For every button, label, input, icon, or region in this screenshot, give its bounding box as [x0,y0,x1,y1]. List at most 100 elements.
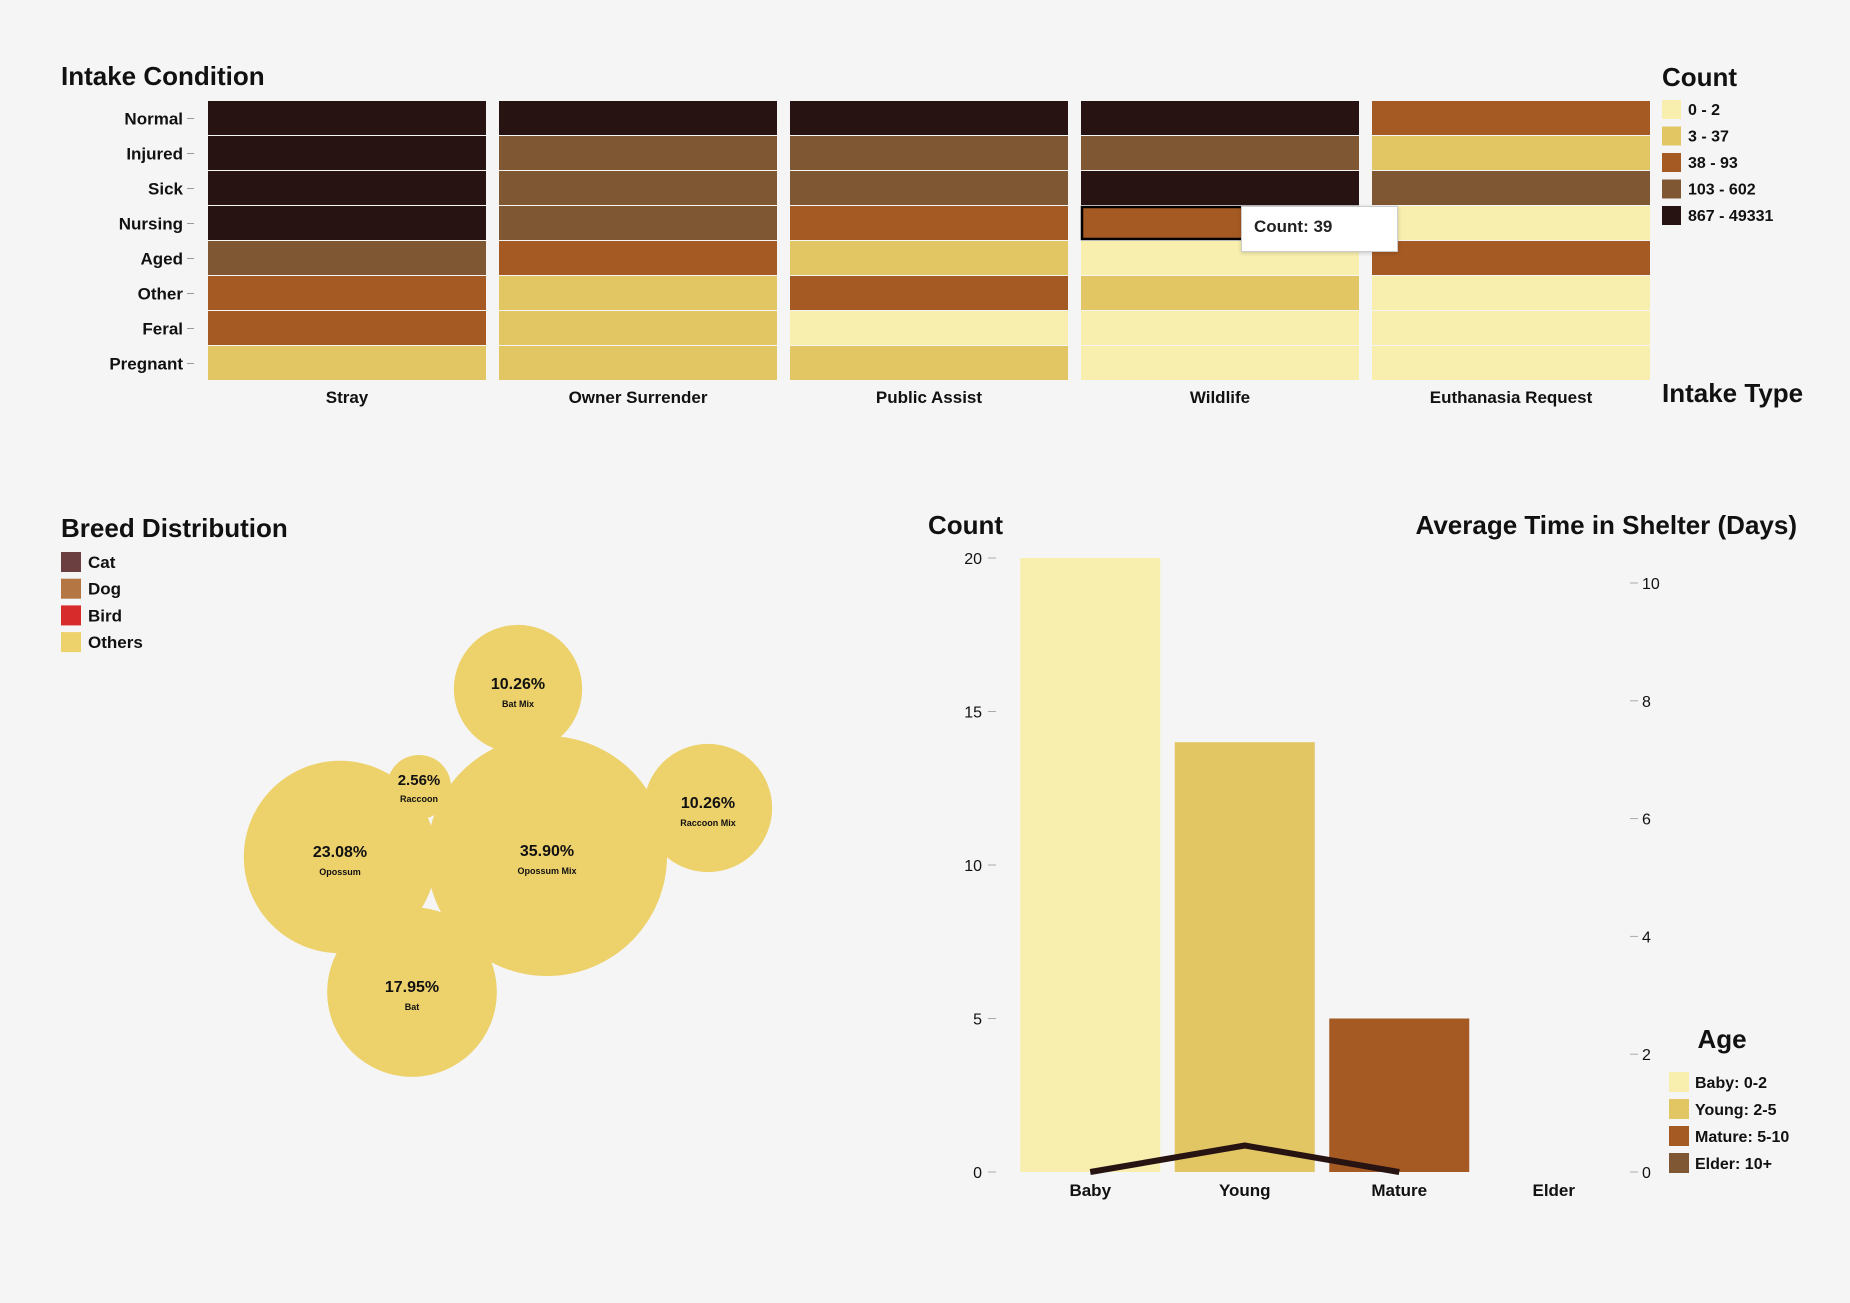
right-axis-tick-label: 4 [1642,929,1651,946]
heatmap-tooltip: Count: 39 [1241,206,1398,252]
left-axis-tick-label: 20 [964,551,982,568]
heatmap-cell[interactable] [499,346,777,380]
count-legend-swatch [1662,100,1681,119]
bubble-name-label: Bat Mix [502,699,534,709]
heatmap-cell[interactable] [499,136,777,170]
heatmap-cell[interactable] [1081,311,1359,345]
heatmap-legend: 0 - 2 3 - 37 38 - 93 103 - 602 867 - 49331 [1662,100,1774,225]
heatmap-cell[interactable] [499,171,777,205]
age-legend-swatch [1669,1153,1689,1173]
heatmap-cell[interactable] [208,276,486,310]
heatmap-cell[interactable] [790,241,1068,275]
right-axis-tick-label: 8 [1642,694,1651,711]
heatmap-cell[interactable] [499,101,777,135]
count-legend-label: 0 - 2 [1688,102,1720,119]
heatmap-cell[interactable] [790,311,1068,345]
heatmap-cell[interactable] [1081,136,1359,170]
heatmap-cell[interactable] [790,101,1068,135]
left-axis-tick-label: 5 [973,1012,982,1029]
bar-category-label: Mature [1371,1181,1427,1200]
bar-right-axis-title: Average Time in Shelter (Days) [1416,510,1797,540]
count-bar[interactable] [1329,1018,1470,1173]
breed-legend-label: Cat [88,553,116,572]
breed-legend-label: Dog [88,580,121,599]
heatmap-col-label: Public Assist [876,388,982,407]
count-legend-swatch [1662,126,1681,146]
count-legend-label: 103 - 602 [1688,182,1756,199]
count-legend-swatch [1662,179,1681,199]
bar-left-axis-title: Count [928,510,1003,540]
count-legend-label: 867 - 49331 [1688,208,1774,225]
bubble-percent-label: 35.90% [520,843,574,860]
age-legend-label: Baby: 0-2 [1695,1075,1767,1092]
right-axis-tick-label: 10 [1642,576,1660,593]
age-legend-title: Age [1697,1024,1746,1054]
bubble-percent-label: 2.56% [398,772,441,789]
heatmap-cell[interactable] [499,206,777,240]
right-axis-tick-label: 0 [1642,1165,1651,1182]
breed-bubble[interactable] [427,736,667,976]
heatmap-col-label: Wildlife [1190,388,1250,407]
age-legend-label: Elder: 10+ [1695,1156,1772,1173]
bar-category-label: Young [1219,1181,1271,1200]
heatmap-cell[interactable] [1081,276,1359,310]
heatmap-cell[interactable] [1081,346,1359,380]
count-legend-label: 3 - 37 [1688,129,1729,146]
heatmap-cell[interactable] [790,136,1068,170]
age-legend-label: Mature: 5-10 [1695,1129,1789,1146]
heatmap-cell[interactable] [208,101,486,135]
count-bar[interactable] [1020,558,1161,1172]
avg-time-line[interactable] [1089,1142,1400,1175]
bar-axes: 0 5 10 15 20 0 2 4 6 8 10 Baby Young Mature Elder [964,551,1660,1200]
age-legend-swatch [1669,1072,1689,1092]
breed-legend-swatch [61,578,81,599]
breed-bubble[interactable] [643,743,773,873]
heatmap-cell[interactable] [499,241,777,275]
age-legend-swatch [1669,1126,1689,1146]
heatmap-cell[interactable] [208,206,486,240]
heatmap-cell[interactable] [1081,171,1359,205]
count-bar[interactable] [1174,742,1315,1172]
heatmap-cell[interactable] [499,276,777,310]
left-axis-tick-label: 10 [964,858,982,875]
bubble-percent-label: 17.95% [385,979,439,996]
heatmap-cell[interactable] [1372,136,1650,170]
heatmap-cell[interactable] [499,311,777,345]
heatmap-cell[interactable] [208,171,486,205]
bubble-name-label: Opossum [319,867,361,877]
heatmap-title: Intake Condition [61,61,265,91]
heatmap-row-label: Sick [148,180,184,199]
bubble-percent-label: 10.26% [681,795,735,812]
heatmap-cell[interactable] [1372,241,1650,275]
breed-bubble[interactable] [243,760,437,954]
bar-category-label: Baby [1069,1181,1111,1200]
heatmap-col-label: Euthanasia Request [1430,388,1593,407]
breed-bubble[interactable] [386,754,452,820]
avg-time-line-layer [1089,1142,1400,1175]
breed-legend-swatch [61,552,81,572]
heatmap-cell[interactable] [1372,101,1650,135]
heatmap-labels: Normal Injured Sick Nursing Aged Other Feral Pr… [109,110,1592,408]
count-legend-swatch [1662,153,1681,172]
heatmap-row-label: Nursing [119,215,183,234]
heatmap-col-label: Owner Surrender [569,388,708,407]
heatmap-cell[interactable] [208,346,486,380]
heatmap-cell[interactable] [1372,171,1650,205]
heatmap-cell[interactable] [790,276,1068,310]
heatmap-cell[interactable] [1372,311,1650,345]
heatmap-cell[interactable] [790,171,1068,205]
breed-bubble[interactable] [327,907,497,1077]
heatmap-cell[interactable] [208,136,486,170]
heatmap-cell[interactable] [1372,206,1650,240]
heatmap-legend-title: Count [1662,62,1737,92]
heatmap-cell[interactable] [208,311,486,345]
age-legend-label: Young: 2-5 [1695,1102,1777,1119]
heatmap-cell[interactable] [1372,346,1650,380]
heatmap-cell[interactable] [790,346,1068,380]
heatmap-cell[interactable] [1081,101,1359,135]
heatmap-cell[interactable] [208,241,486,275]
heatmap-cell[interactable] [1372,276,1650,310]
breed-bubble[interactable] [453,624,583,754]
bubble-name-label: Raccoon [400,794,438,804]
heatmap-cell[interactable] [790,206,1068,240]
